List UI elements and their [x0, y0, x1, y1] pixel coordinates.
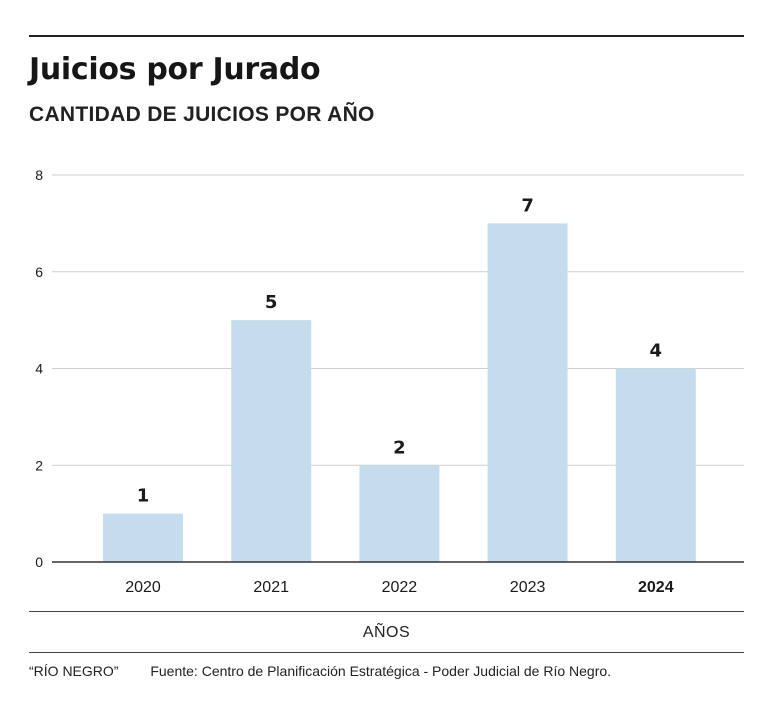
bar: [359, 465, 440, 562]
y-tick-label: 0: [35, 554, 43, 570]
chart-subtitle: CANTIDAD DE JUICIOS POR AÑO: [29, 103, 375, 126]
bar-chart: 0 2 4 6 8 1 2020 5 2021 2 2022 7 2023 4 2024: [35, 167, 744, 596]
footer-brand: “RÍO NEGRO”: [29, 663, 119, 679]
chart-title: Juicios por Jurado: [29, 52, 321, 87]
bar: [231, 320, 312, 562]
x-tick-label: 2024: [638, 579, 674, 596]
y-tick-label: 2: [35, 457, 43, 473]
x-axis-label: AÑOS: [362, 624, 411, 641]
y-tick-label: 6: [35, 264, 43, 280]
bar: [487, 223, 568, 562]
data-label: 4: [650, 341, 663, 362]
x-tick-label: 2021: [253, 579, 289, 596]
x-tick-label: 2020: [125, 579, 161, 596]
top-rule: [29, 35, 744, 37]
footer-source: Fuente: Centro de Planificación Estratég…: [150, 663, 612, 679]
x-tick-label: 2022: [382, 579, 418, 596]
y-tick-label: 8: [35, 167, 43, 183]
bar: [103, 513, 183, 562]
bar: [615, 368, 696, 562]
x-tick-label: 2023: [510, 579, 546, 596]
footer: “RÍO NEGRO” Fuente: Centro de Planificac…: [29, 663, 611, 679]
data-label: 5: [265, 292, 278, 313]
data-label: 7: [521, 195, 534, 216]
axis-title-rule-bottom: [29, 652, 744, 653]
axis-title-rule-top: [29, 611, 744, 612]
data-label: 1: [137, 486, 150, 507]
y-tick-label: 4: [35, 361, 43, 377]
data-label: 2: [393, 437, 406, 458]
